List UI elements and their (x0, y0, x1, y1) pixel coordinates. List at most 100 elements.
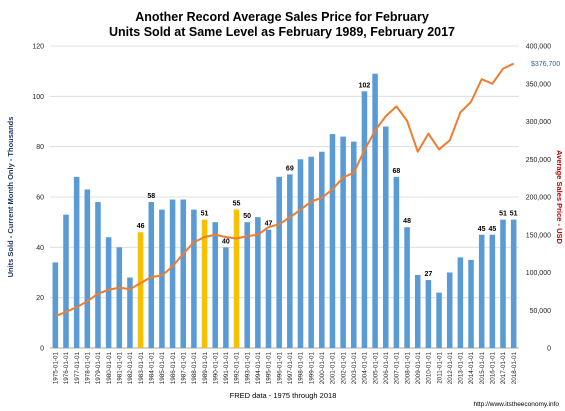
x-tick-label: 1993-01-01 (244, 352, 251, 385)
bar-1997-01-01 (287, 174, 293, 348)
bar-1979-01-01 (95, 202, 101, 348)
bar-1996-01-01 (276, 176, 282, 348)
price-line (54, 62, 515, 318)
data-label-1984-01-01: 58 (147, 193, 155, 200)
right-axis-label: Average Sales Price - USD (555, 150, 564, 245)
x-tick-label: 1982-01-01 (127, 352, 134, 385)
bar-2000-01-01 (319, 151, 325, 348)
left-tick-label: 20 (36, 295, 44, 302)
data-label-1997-01-01: 69 (286, 165, 294, 172)
right-tick-label: 250,000 (526, 157, 551, 164)
bar-2012-01-01 (446, 272, 453, 348)
data-label-2008-01-01: 48 (403, 218, 411, 225)
x-tick-label: 1984-01-01 (148, 352, 155, 385)
x-tick-label: 2008-01-01 (404, 352, 411, 385)
bar-1975-01-01 (52, 262, 59, 348)
bar-2006-01-01 (382, 126, 389, 349)
x-axis-ticks: 1975-01-01 1976-01-01 1977-01-01 1978-01-01… (53, 352, 518, 385)
data-label-2004-01-01: 102 (359, 82, 371, 89)
left-axis-ticks: 0 20 40 60 80 100 120 (32, 44, 44, 353)
x-tick-label: 1983-01-01 (138, 352, 145, 385)
x-tick-label: 1976-01-01 (63, 352, 70, 385)
x-tick-label: 1989-01-01 (202, 352, 209, 385)
bar-1999-01-01 (308, 156, 314, 348)
x-tick-label: 1979-01-01 (95, 352, 102, 385)
x-tick-label: 1991-01-01 (223, 352, 230, 385)
x-tick-label: 2001-01-01 (330, 352, 337, 385)
right-tick-label: 400,000 (526, 44, 551, 51)
x-tick-label: 2006-01-01 (383, 352, 390, 385)
end-value-label: $376,700 (531, 61, 560, 68)
x-tick-label: 2012-01-01 (447, 352, 454, 385)
bar-1983-01-01 (137, 232, 144, 348)
x-tick-label: 2013-01-01 (458, 352, 465, 385)
bar-2013-01-01 (457, 257, 464, 348)
chart-subtitle: Units Sold at Same Level as February 198… (109, 25, 455, 39)
bar-1986-01-01 (169, 199, 176, 348)
bar-2007-01-01 (393, 176, 400, 348)
source-url: http://www.itstheeconomy.info (473, 401, 559, 408)
x-tick-label: 2016-01-01 (490, 352, 497, 385)
bar-2003-01-01 (351, 141, 357, 348)
x-tick-label: 1999-01-01 (308, 352, 315, 385)
bar-1981-01-01 (116, 247, 123, 348)
left-tick-label: 120 (32, 44, 44, 51)
bar-1976-01-01 (63, 214, 69, 348)
left-tick-label: 80 (36, 144, 44, 151)
bar-2016-01-01 (489, 234, 496, 348)
x-tick-label: 1977-01-01 (74, 352, 81, 385)
x-tick-label: 1994-01-01 (255, 352, 262, 385)
bar-1978-01-01 (84, 189, 91, 348)
x-tick-label: 2014-01-01 (468, 352, 475, 385)
bar-2008-01-01 (404, 227, 410, 348)
x-tick-label: 2018-01-01 (511, 352, 518, 385)
bar-1982-01-01 (127, 277, 133, 348)
bar-1987-01-01 (180, 199, 187, 348)
x-tick-label: 1992-01-01 (234, 352, 241, 385)
x-tick-label: 1980-01-01 (106, 352, 113, 385)
right-tick-label: 150,000 (526, 232, 551, 239)
data-label-2018-01-01: 51 (510, 211, 518, 218)
x-tick-label: 2010-01-01 (426, 352, 433, 385)
chart-title: Another Record Average Sales Price for F… (135, 10, 429, 24)
right-tick-label: 0 (547, 346, 551, 353)
x-tick-label: 1990-01-01 (212, 352, 219, 385)
left-tick-label: 100 (32, 94, 44, 101)
bar-1993-01-01 (244, 222, 250, 348)
left-tick-label: 0 (40, 346, 44, 353)
x-tick-label: 2009-01-01 (415, 352, 422, 385)
right-tick-label: 200,000 (526, 195, 551, 202)
bar-2005-01-01 (372, 73, 378, 348)
x-tick-label: 2017-01-01 (500, 352, 507, 385)
x-tick-label: 1985-01-01 (159, 352, 166, 385)
bar-1990-01-01 (212, 222, 218, 348)
data-label-1989-01-01: 51 (201, 211, 209, 218)
x-tick-label: 1986-01-01 (170, 352, 177, 385)
data-label-1991-01-01: 40 (222, 238, 230, 245)
bar-2009-01-01 (414, 275, 421, 348)
x-tick-label: 1981-01-01 (116, 352, 123, 385)
x-tick-label: 1998-01-01 (298, 352, 305, 385)
x-tick-label: 2015-01-01 (479, 352, 486, 385)
x-tick-label: 1995-01-01 (266, 352, 273, 385)
bar-1998-01-01 (297, 159, 304, 348)
left-tick-label: 60 (36, 195, 44, 202)
right-tick-label: 100,000 (526, 270, 551, 277)
right-axis-ticks: 0 50,000 100,000 150,000 200,000 250,000 300,0… (526, 44, 551, 353)
data-label-2017-01-01: 51 (499, 211, 507, 218)
bar-2004-01-01 (361, 91, 368, 349)
x-tick-label: 1988-01-01 (191, 352, 198, 385)
bar-2001-01-01 (329, 134, 336, 348)
x-tick-label: 1975-01-01 (53, 352, 60, 385)
bar-2014-01-01 (468, 259, 474, 348)
bar-2017-01-01 (500, 219, 506, 348)
data-label-1993-01-01: 50 (243, 213, 251, 220)
bar-1984-01-01 (148, 202, 155, 348)
x-tick-label: 1978-01-01 (85, 352, 92, 385)
x-tick-label: 1996-01-01 (276, 352, 283, 385)
data-label-2016-01-01: 45 (488, 226, 496, 233)
price-line-series (54, 62, 515, 318)
bar-2015-01-01 (478, 234, 485, 348)
right-tick-label: 350,000 (526, 81, 551, 88)
